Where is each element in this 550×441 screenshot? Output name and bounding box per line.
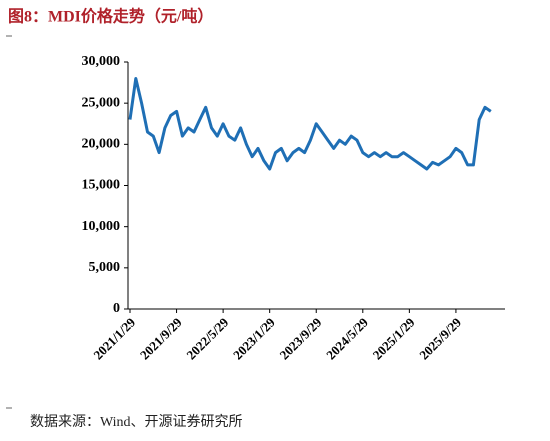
x-tick-label: 2023/9/29	[277, 314, 325, 362]
x-tick-label: 2021/1/29	[90, 314, 138, 362]
y-tick-label: 10,000	[82, 219, 121, 234]
y-tick-label: 5,000	[89, 260, 121, 275]
source-note: 数据来源：Wind、开源证券研究所	[30, 414, 243, 430]
y-tick-label: 25,000	[82, 95, 121, 110]
x-tick-label: 2022/5/29	[183, 314, 231, 362]
y-tick-label: 15,000	[82, 178, 121, 193]
price-line	[128, 77, 492, 171]
x-tick-label: 2023/1/29	[230, 314, 278, 362]
y-tick-label: 20,000	[82, 137, 121, 152]
x-tick-label: 2021/9/29	[137, 314, 185, 362]
chart-title: 图8：MDI价格走势（元/吨）	[8, 7, 213, 26]
x-tick-label: 2025/9/29	[416, 314, 464, 362]
x-tick-label: 2025/1/29	[370, 314, 418, 362]
y-tick-label: 30,000	[82, 54, 121, 69]
x-tick-label: 2024/5/29	[323, 314, 371, 362]
y-tick-label: 0	[113, 301, 120, 316]
